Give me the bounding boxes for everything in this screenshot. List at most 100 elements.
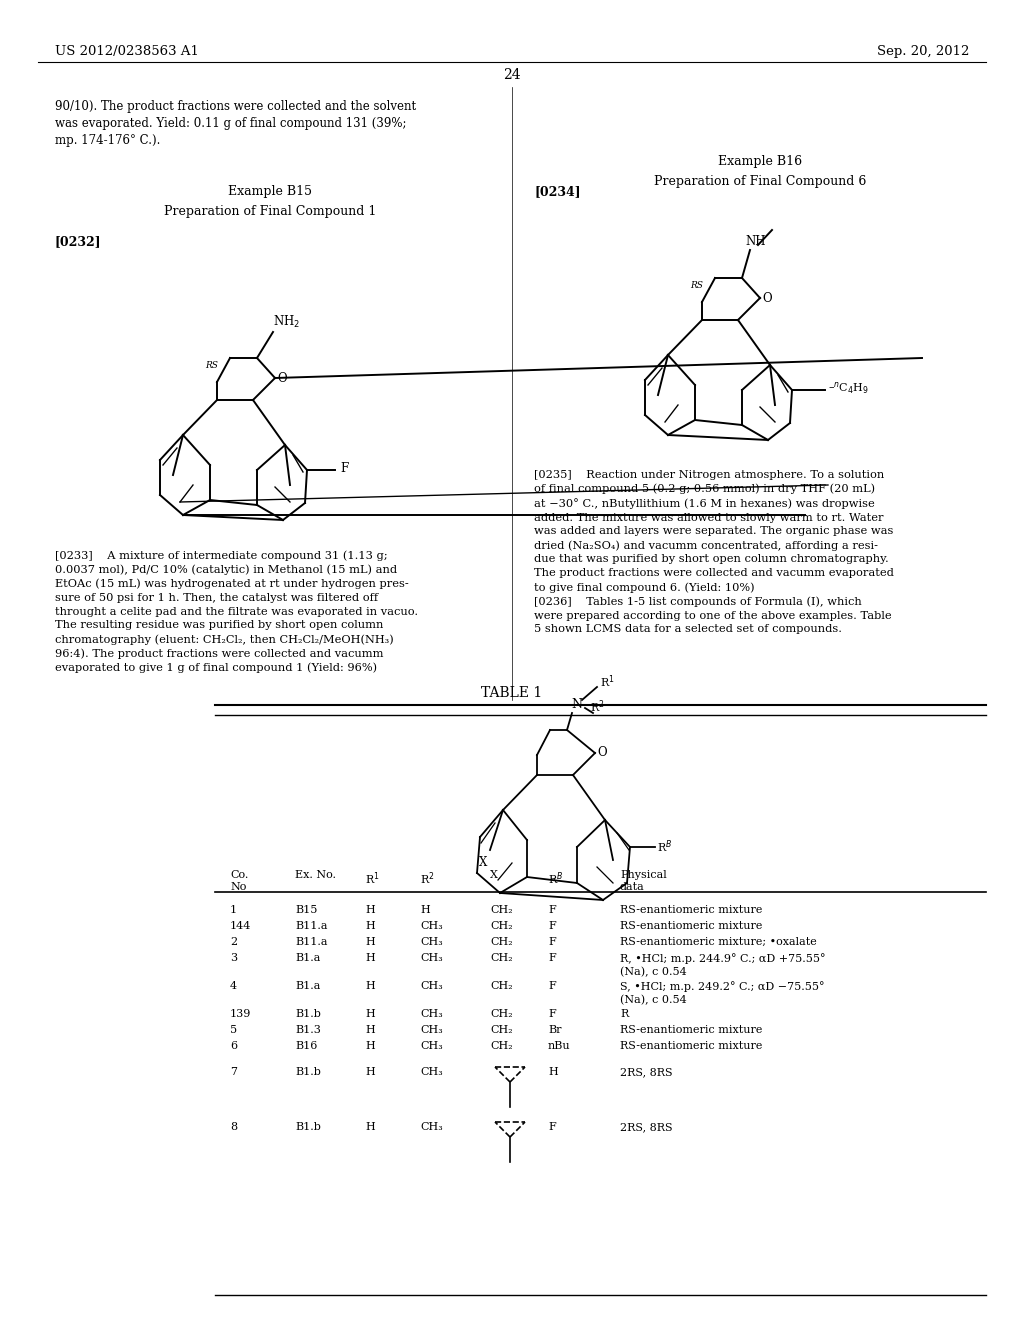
Text: NH$_2$: NH$_2$ <box>273 314 300 330</box>
Text: –$^n$C$_4$H$_9$: –$^n$C$_4$H$_9$ <box>828 380 869 396</box>
Text: 8: 8 <box>230 1122 238 1133</box>
Text: H: H <box>365 981 375 991</box>
Text: CH₃: CH₃ <box>420 1122 442 1133</box>
Text: R$^1$: R$^1$ <box>365 870 380 887</box>
Text: B11.a: B11.a <box>295 937 328 946</box>
Text: B1.3: B1.3 <box>295 1026 321 1035</box>
Text: 6: 6 <box>230 1041 238 1051</box>
Text: CH₃: CH₃ <box>420 953 442 964</box>
Text: F: F <box>548 981 556 991</box>
Text: 2: 2 <box>230 937 238 946</box>
Text: 4: 4 <box>230 981 238 991</box>
Text: B15: B15 <box>295 906 317 915</box>
Text: O: O <box>278 371 287 384</box>
Text: Example B15: Example B15 <box>228 185 312 198</box>
Text: H: H <box>365 906 375 915</box>
Text: Example B16: Example B16 <box>718 154 802 168</box>
Text: nBu: nBu <box>548 1041 570 1051</box>
Text: H: H <box>365 1008 375 1019</box>
Text: CH₂: CH₂ <box>490 921 513 931</box>
Text: B1.a: B1.a <box>295 981 321 991</box>
Text: RS-enantiomeric mixture: RS-enantiomeric mixture <box>620 1041 763 1051</box>
Text: CH₃: CH₃ <box>420 1041 442 1051</box>
Text: [0235]    Reaction under Nitrogen atmosphere. To a solution
of final compound 5 : [0235] Reaction under Nitrogen atmospher… <box>534 470 894 634</box>
Text: R$^2$: R$^2$ <box>590 698 604 715</box>
Text: 2RS, 8RS: 2RS, 8RS <box>620 1122 673 1133</box>
Text: CH₂: CH₂ <box>490 1008 513 1019</box>
Text: R$^B$: R$^B$ <box>657 838 673 855</box>
Text: CH₃: CH₃ <box>420 981 442 991</box>
Text: B1.b: B1.b <box>295 1122 321 1133</box>
Text: F: F <box>548 953 556 964</box>
Text: X: X <box>479 857 487 870</box>
Text: RS-enantiomeric mixture; •oxalate: RS-enantiomeric mixture; •oxalate <box>620 937 817 946</box>
Text: Co.
No: Co. No <box>230 870 249 891</box>
Text: 3: 3 <box>230 953 238 964</box>
Text: CH₃: CH₃ <box>420 921 442 931</box>
Text: H: H <box>365 1026 375 1035</box>
Text: [0233]    A mixture of intermediate compound 31 (1.13 g;
0.0037 mol), Pd/C 10% (: [0233] A mixture of intermediate compoun… <box>55 550 418 673</box>
Text: CH₃: CH₃ <box>420 1026 442 1035</box>
Text: CH₂: CH₂ <box>490 981 513 991</box>
Text: [0232]: [0232] <box>55 235 101 248</box>
Text: CH₂: CH₂ <box>490 937 513 946</box>
Text: 139: 139 <box>230 1008 251 1019</box>
Text: B1.b: B1.b <box>295 1008 321 1019</box>
Text: CH₃: CH₃ <box>420 937 442 946</box>
Text: R$^B$: R$^B$ <box>548 870 563 887</box>
Text: O: O <box>762 292 772 305</box>
Text: H: H <box>365 921 375 931</box>
Text: TABLE 1: TABLE 1 <box>481 686 543 700</box>
Text: H: H <box>365 937 375 946</box>
Text: CH₂: CH₂ <box>490 953 513 964</box>
Text: F: F <box>340 462 348 474</box>
Text: N: N <box>571 698 583 711</box>
Text: H: H <box>365 953 375 964</box>
Text: RS-enantiomeric mixture: RS-enantiomeric mixture <box>620 921 763 931</box>
Text: R: R <box>620 1008 629 1019</box>
Text: CH₃: CH₃ <box>420 1008 442 1019</box>
Text: RS-enantiomeric mixture: RS-enantiomeric mixture <box>620 906 763 915</box>
Text: CH₃: CH₃ <box>420 1067 442 1077</box>
Text: B1.a: B1.a <box>295 953 321 964</box>
Text: H: H <box>365 1122 375 1133</box>
Text: CH₂: CH₂ <box>490 1041 513 1051</box>
Text: B11.a: B11.a <box>295 921 328 931</box>
Text: F: F <box>548 1122 556 1133</box>
Text: 7: 7 <box>230 1067 237 1077</box>
Text: R, •HCl; m.p. 244.9° C.; αD +75.55°
(Na), c 0.54: R, •HCl; m.p. 244.9° C.; αD +75.55° (Na)… <box>620 953 825 977</box>
Text: 90/10). The product fractions were collected and the solvent
was evaporated. Yie: 90/10). The product fractions were colle… <box>55 100 416 147</box>
Text: Preparation of Final Compound 6: Preparation of Final Compound 6 <box>653 176 866 187</box>
Text: 2RS, 8RS: 2RS, 8RS <box>620 1067 673 1077</box>
Text: F: F <box>548 921 556 931</box>
Text: Ex. No.: Ex. No. <box>295 870 336 880</box>
Text: B16: B16 <box>295 1041 317 1051</box>
Text: 24: 24 <box>503 69 521 82</box>
Text: Physical
data: Physical data <box>620 870 667 891</box>
Text: S, •HCl; m.p. 249.2° C.; αD −75.55°
(Na), c 0.54: S, •HCl; m.p. 249.2° C.; αD −75.55° (Na)… <box>620 981 824 1005</box>
Text: 144: 144 <box>230 921 251 931</box>
Text: RS-enantiomeric mixture: RS-enantiomeric mixture <box>620 1026 763 1035</box>
Text: H: H <box>365 1067 375 1077</box>
Text: F: F <box>548 937 556 946</box>
Text: F: F <box>548 906 556 915</box>
Text: NH: NH <box>745 235 766 248</box>
Text: Preparation of Final Compound 1: Preparation of Final Compound 1 <box>164 205 376 218</box>
Text: H: H <box>420 906 430 915</box>
Text: O: O <box>597 747 606 759</box>
Text: RS: RS <box>205 360 218 370</box>
Text: R$^2$: R$^2$ <box>420 870 434 887</box>
Text: H: H <box>548 1067 558 1077</box>
Text: 1: 1 <box>230 906 238 915</box>
Text: [0234]: [0234] <box>534 185 581 198</box>
Text: B1.b: B1.b <box>295 1067 321 1077</box>
Text: Br: Br <box>548 1026 561 1035</box>
Text: X: X <box>490 870 498 880</box>
Text: H: H <box>365 1041 375 1051</box>
Text: CH₂: CH₂ <box>490 906 513 915</box>
Text: Sep. 20, 2012: Sep. 20, 2012 <box>877 45 969 58</box>
Text: RS: RS <box>690 281 702 290</box>
Text: US 2012/0238563 A1: US 2012/0238563 A1 <box>55 45 199 58</box>
Text: F: F <box>548 1008 556 1019</box>
Text: 5: 5 <box>230 1026 238 1035</box>
